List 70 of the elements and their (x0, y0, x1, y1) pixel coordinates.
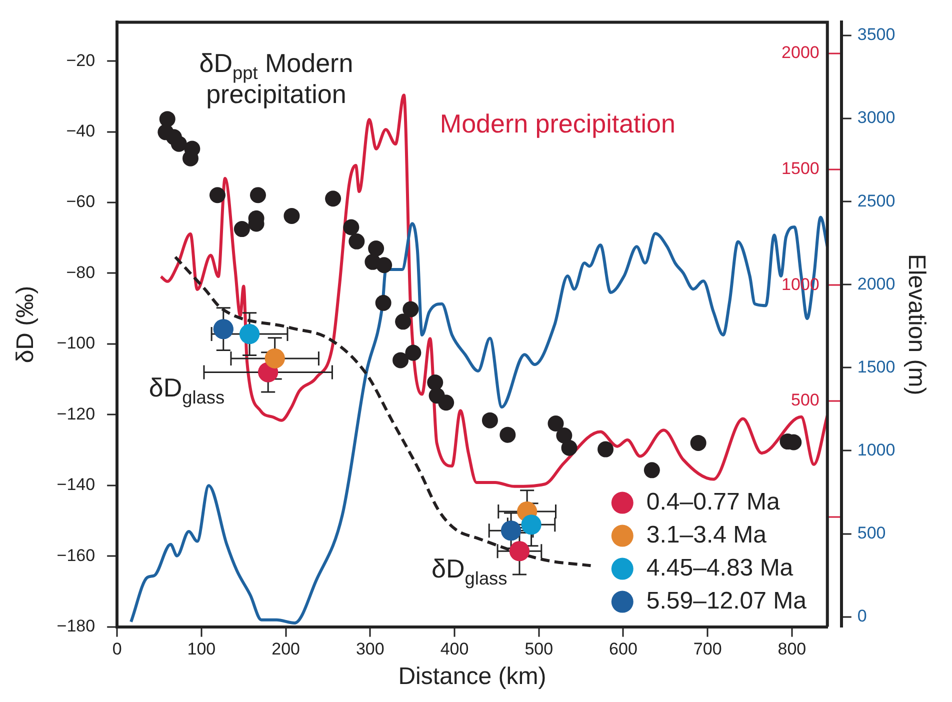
y-tick-label: −160 (56, 546, 96, 565)
y3-tick-label: 2500 (857, 191, 896, 210)
point (509, 541, 530, 562)
y-tick-label: −100 (56, 334, 96, 353)
point (561, 440, 578, 456)
x-tick-label: 500 (524, 640, 554, 659)
point (250, 187, 266, 204)
y2-tick-label: 500 (791, 390, 820, 410)
y3-axis-title: Elevation (m) (902, 254, 930, 396)
x-tick-label: 700 (693, 640, 722, 659)
point (234, 221, 250, 238)
point (427, 374, 444, 390)
y-tick-label: −120 (56, 404, 96, 424)
y3-tick-label: 500 (857, 523, 886, 542)
y3-tick-label: 2000 (857, 274, 896, 294)
y3-tick-label: 1000 (857, 440, 896, 460)
x-tick-label: 400 (440, 640, 469, 659)
point (501, 520, 522, 541)
y-tick-label: −80 (66, 262, 96, 282)
point (284, 208, 300, 224)
point (644, 462, 660, 478)
y-axis-title: δD (‰) (12, 286, 40, 364)
point (548, 416, 564, 432)
point (159, 111, 176, 128)
y-tick-label: −20 (66, 50, 96, 70)
point (240, 324, 260, 344)
y-tick-label: −60 (66, 192, 96, 212)
point (264, 348, 285, 368)
point (521, 514, 542, 535)
line-series (130, 216, 828, 624)
y3-tick-label: 0 (857, 606, 867, 626)
legend-label: 3.1–3.4 Ma (646, 521, 768, 548)
point (368, 240, 384, 256)
point (690, 434, 706, 451)
series-label: Modern precipitation (440, 108, 676, 138)
point (325, 190, 342, 207)
point (395, 314, 412, 330)
x-tick-label: 100 (187, 640, 216, 659)
y-tick-label: −180 (56, 616, 96, 636)
y3-tick-label: 3000 (857, 108, 896, 128)
point (482, 412, 498, 428)
y3-tick-label: 1500 (857, 357, 896, 376)
y2-tick-label: 2000 (782, 43, 820, 62)
point (375, 294, 392, 311)
point (500, 426, 516, 443)
x-tick-label: 800 (778, 640, 806, 659)
x-tick-label: 600 (609, 640, 638, 659)
y2-tick-label: 1500 (782, 158, 820, 178)
point (556, 428, 572, 444)
point (392, 352, 409, 368)
point (348, 233, 365, 250)
point (213, 319, 234, 340)
y3-tick-label: 3500 (857, 25, 896, 44)
point (402, 301, 419, 318)
x-tick-label: 300 (356, 640, 384, 659)
point (598, 441, 614, 458)
point (438, 394, 454, 411)
point (376, 257, 392, 274)
x-tick-label: 200 (272, 640, 300, 659)
y-tick-label: −40 (66, 121, 96, 140)
point (343, 219, 360, 236)
point (405, 344, 422, 361)
legend-label: 5.59–12.07 Ma (646, 587, 808, 614)
legend-label: 4.45–4.83 Ma (646, 554, 794, 582)
point (209, 187, 226, 204)
legend-label: 0.4–0.77 Ma (646, 488, 780, 516)
point (170, 136, 187, 152)
x-axis-title: Distance (km) (398, 663, 546, 690)
x-tick-label: 0 (112, 640, 122, 659)
y-tick-label: −140 (56, 475, 96, 494)
